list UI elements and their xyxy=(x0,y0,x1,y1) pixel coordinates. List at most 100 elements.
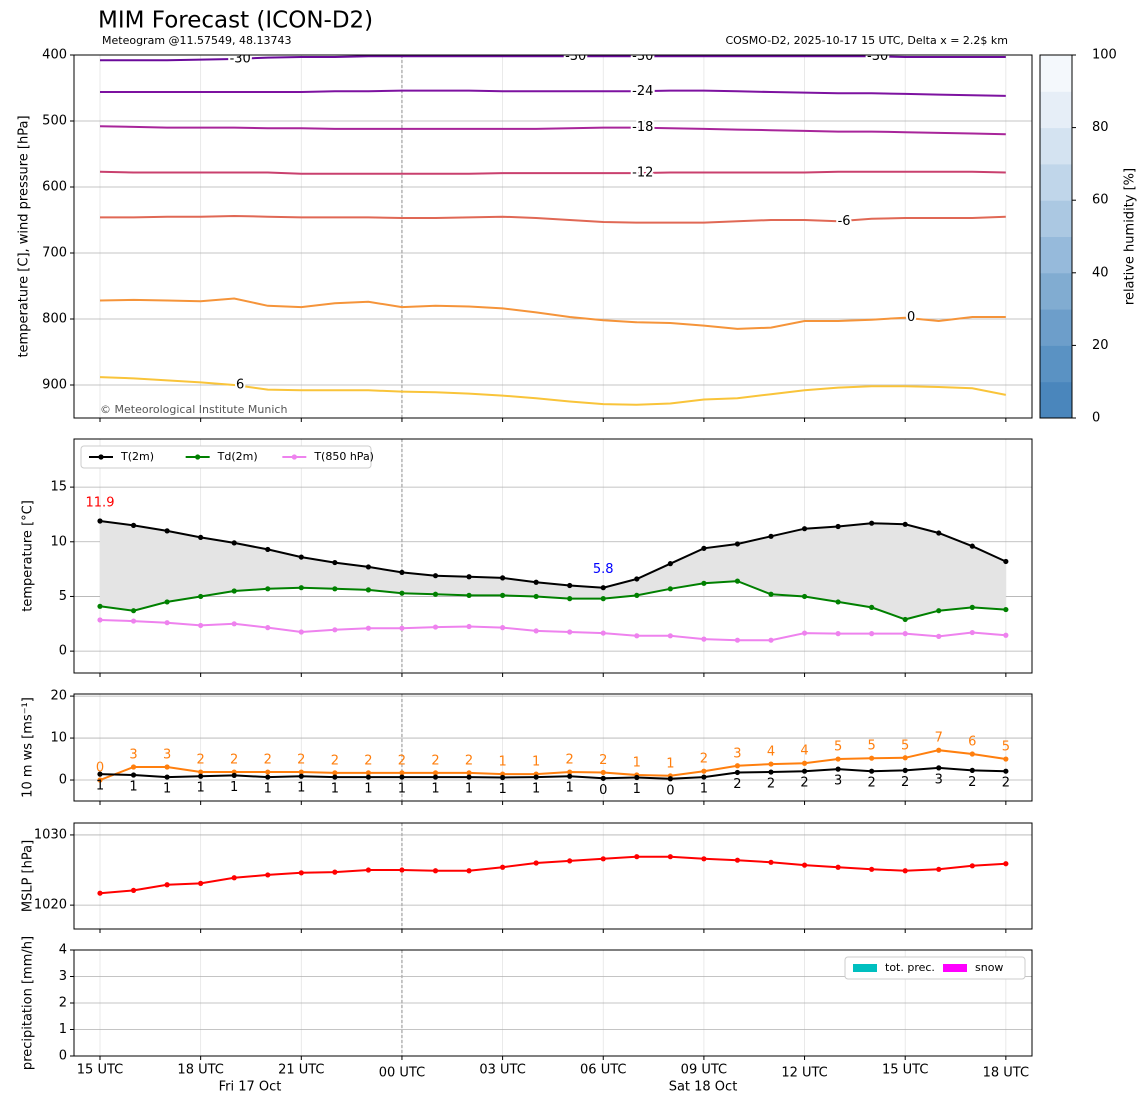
legend-dot xyxy=(291,454,297,460)
point xyxy=(701,768,707,774)
point xyxy=(902,755,908,761)
point xyxy=(365,774,371,780)
y-axis-label: 10 m ws [ms⁻¹] xyxy=(21,697,36,798)
point xyxy=(768,761,774,767)
point xyxy=(567,773,573,779)
point xyxy=(768,533,774,539)
series-line xyxy=(99,520,1007,589)
point xyxy=(231,540,237,546)
point xyxy=(701,636,707,642)
value-label: 2 xyxy=(297,753,305,768)
value-label: 2 xyxy=(800,776,808,791)
panel xyxy=(74,439,1032,673)
series-line xyxy=(99,619,1006,642)
point xyxy=(265,546,271,553)
value-label: 1 xyxy=(96,779,104,794)
series-line xyxy=(99,297,1006,330)
point xyxy=(332,586,338,592)
point xyxy=(768,769,774,775)
point xyxy=(466,868,472,874)
x-tick-label: 18 UTC xyxy=(177,1063,223,1078)
value-label: 1 xyxy=(666,756,674,771)
point xyxy=(801,768,808,774)
point xyxy=(734,541,741,547)
point xyxy=(164,528,170,534)
colorbar-band xyxy=(1040,91,1072,129)
contour-label: -30 xyxy=(867,49,888,64)
series-line xyxy=(99,855,1006,895)
value-label: 3 xyxy=(834,774,842,789)
point xyxy=(164,774,170,780)
point xyxy=(298,629,304,635)
point xyxy=(1003,768,1009,774)
value-label: 2 xyxy=(465,753,473,768)
plot-frame xyxy=(73,822,1033,930)
y-tick-label: 10 xyxy=(50,731,67,746)
point xyxy=(198,534,204,541)
point xyxy=(1003,558,1009,565)
panel xyxy=(74,950,1032,1056)
panel: -30 -30 -30 -30 -24 -18 -12 -6 0 6 xyxy=(74,49,1032,418)
point xyxy=(969,604,975,610)
point xyxy=(835,756,841,762)
value-label: 1 xyxy=(566,781,574,796)
value-label: 1 xyxy=(498,782,506,797)
point xyxy=(734,578,741,584)
point xyxy=(399,867,405,873)
point xyxy=(1003,606,1009,613)
value-label: 2 xyxy=(230,753,238,768)
value-label: 7 xyxy=(935,731,943,746)
x-tick-label: 03 UTC xyxy=(479,1063,525,1078)
point xyxy=(734,637,741,643)
point xyxy=(734,857,741,863)
value-label: 1 xyxy=(633,755,641,770)
point xyxy=(265,872,271,878)
extreme-label: 11.9 xyxy=(86,496,115,511)
legend-label: tot. prec. xyxy=(885,961,935,974)
point xyxy=(265,769,271,775)
contour-label: -30 xyxy=(632,49,653,64)
point xyxy=(869,604,875,610)
point xyxy=(198,773,204,779)
point xyxy=(130,772,137,778)
value-label: 2 xyxy=(331,753,339,768)
point xyxy=(969,629,975,636)
colorbar-band xyxy=(1040,345,1072,383)
extreme-label: 5.8 xyxy=(593,562,614,577)
point xyxy=(1003,632,1009,638)
colorbar-band xyxy=(1040,272,1072,310)
legend-dot xyxy=(195,454,201,460)
point xyxy=(835,864,841,870)
point xyxy=(466,592,472,598)
point xyxy=(365,587,371,593)
y-tick-label: 900 xyxy=(42,378,67,393)
point xyxy=(936,866,942,872)
point xyxy=(533,579,539,585)
point xyxy=(634,774,640,781)
contour-label: -24 xyxy=(632,84,653,99)
point xyxy=(567,596,573,602)
colorbar-label: relative humidity [%] xyxy=(1123,168,1138,305)
colorbar-band xyxy=(1040,163,1072,201)
point xyxy=(130,608,137,614)
value-label: 1 xyxy=(398,782,406,797)
legend-box xyxy=(80,445,372,469)
x-tick-label: 06 UTC xyxy=(580,1063,626,1078)
point xyxy=(164,599,170,605)
point xyxy=(231,588,237,594)
point xyxy=(902,521,908,527)
point xyxy=(1003,861,1009,867)
value-label: 2 xyxy=(264,753,272,768)
colorbar-tick-label: 60 xyxy=(1092,193,1109,208)
point xyxy=(768,637,774,643)
legend-swatch xyxy=(853,964,877,972)
contour-label: -12 xyxy=(632,166,653,181)
panel xyxy=(74,823,1032,929)
y-tick-label: 0 xyxy=(59,773,67,788)
point xyxy=(936,608,942,614)
plot-frame xyxy=(73,54,1033,419)
point xyxy=(634,854,640,860)
legend-box xyxy=(844,956,1026,980)
x-tick-label: 00 UTC xyxy=(379,1066,425,1081)
